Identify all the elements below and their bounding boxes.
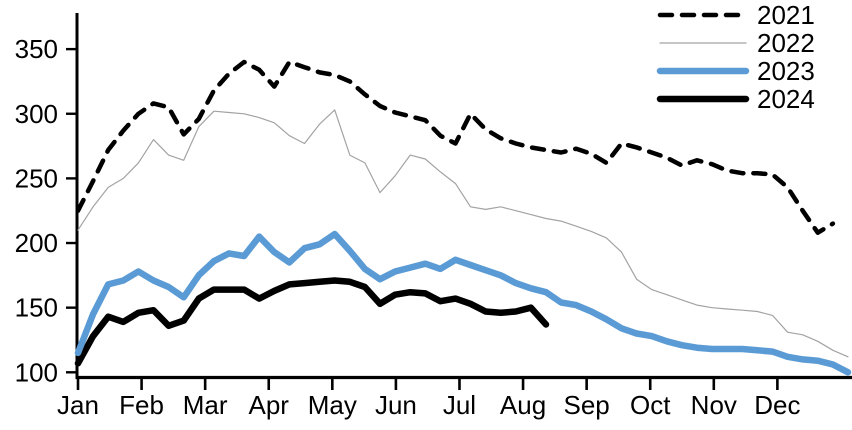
legend-line-sample-2021 bbox=[656, 9, 750, 21]
y-tick-label: 100 bbox=[15, 357, 58, 387]
legend-label-2024: 2024 bbox=[757, 84, 815, 114]
legend-item-2023: 2023 bbox=[656, 57, 815, 85]
legend: 2021 2022 2023 2024 bbox=[656, 1, 815, 113]
x-tick-label: Jun bbox=[375, 390, 417, 420]
series-line-2023 bbox=[74, 230, 852, 376]
legend-line-sample-2022 bbox=[656, 37, 750, 49]
x-tick-label: Nov bbox=[691, 390, 737, 420]
x-tick-label: Sep bbox=[564, 390, 610, 420]
legend-line-sample-2024 bbox=[656, 93, 750, 105]
x-tick-label: Aug bbox=[500, 390, 546, 420]
y-tick-label: 150 bbox=[15, 293, 58, 323]
y-tick-label: 350 bbox=[15, 34, 58, 64]
x-tick-label: Feb bbox=[119, 390, 164, 420]
x-tick-label: Jan bbox=[57, 390, 99, 420]
legend-label-2022: 2022 bbox=[757, 28, 815, 58]
legend-line-sample-2023 bbox=[656, 65, 750, 77]
y-tick-label: 250 bbox=[15, 163, 58, 193]
x-tick-label: Mar bbox=[183, 390, 228, 420]
legend-label-2021: 2021 bbox=[757, 0, 815, 30]
legend-item-2022: 2022 bbox=[656, 29, 815, 57]
y-tick-label: 200 bbox=[15, 228, 58, 258]
x-tick-label: Oct bbox=[630, 390, 671, 420]
legend-item-2024: 2024 bbox=[656, 85, 815, 113]
x-tick-label: May bbox=[308, 390, 357, 420]
legend-item-2021: 2021 bbox=[656, 1, 815, 29]
x-tick-label: Dec bbox=[754, 390, 800, 420]
series-line-2024 bbox=[74, 277, 550, 367]
series-line-2022 bbox=[77, 109, 849, 358]
legend-label-2023: 2023 bbox=[757, 56, 815, 86]
x-tick-label: Jul bbox=[443, 390, 476, 420]
y-tick-label: 300 bbox=[15, 99, 58, 129]
x-tick-label: Apr bbox=[249, 390, 290, 420]
series-line-2021 bbox=[75, 59, 836, 235]
